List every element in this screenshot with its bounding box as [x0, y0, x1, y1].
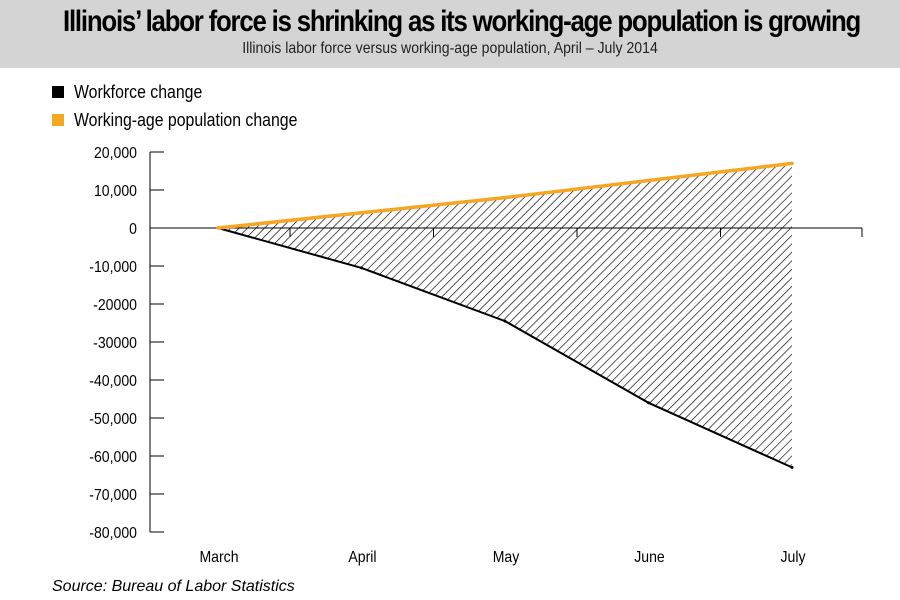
- x-tick-label-june: June: [634, 548, 665, 566]
- y-tick-label-3: -10,000: [89, 258, 137, 276]
- chart-plot-area: [216, 161, 794, 469]
- hatched-gap-area: [218, 163, 792, 468]
- y-tick-label-0: 20,000: [94, 144, 137, 162]
- chart-header: Illinois’ labor force is shrinking as it…: [0, 0, 900, 68]
- chart-tick-labels: 20,000 10,000 0 -10,000 -20000 -30000 -40,000 -…: [89, 144, 806, 566]
- point-workforce-3: [647, 401, 650, 405]
- chart-title: Illinois’ labor force is shrinking as it…: [63, 5, 861, 38]
- legend-label-workforce: Workforce change: [74, 81, 203, 102]
- chart-legend: Workforce change Working-age population …: [52, 78, 328, 134]
- legend-swatch-population: [52, 114, 64, 126]
- point-population-0: [216, 226, 220, 230]
- x-tick-label-may: May: [493, 548, 520, 566]
- source-note: Source: Bureau of Labor Statistics: [52, 578, 295, 595]
- y-tick-label-1: 10,000: [94, 182, 137, 200]
- legend-label-population: Working-age population change: [74, 109, 298, 130]
- y-tick-label-10: -80,000: [89, 524, 137, 542]
- point-population-2: [503, 195, 507, 200]
- y-tick-label-6: -40,000: [89, 372, 137, 390]
- point-population-1: [359, 211, 364, 215]
- y-tick-label-9: -70,000: [89, 486, 137, 504]
- x-tick-label-april: April: [348, 548, 376, 566]
- legend-swatch-workforce: [52, 86, 64, 98]
- y-tick-label-5: -30000: [93, 334, 137, 352]
- legend-item-workforce: Workforce change: [52, 78, 328, 106]
- x-tick-label-july: July: [780, 548, 805, 566]
- x-tick-label-march: March: [199, 548, 238, 566]
- chart-subtitle: Illinois labor force versus working-age …: [242, 40, 658, 57]
- legend-item-population: Working-age population change: [52, 106, 328, 134]
- point-workforce-4: [790, 465, 794, 469]
- point-population-3: [646, 178, 651, 183]
- y-tick-label-4: -20000: [93, 296, 137, 314]
- y-tick-label-2: 0: [129, 220, 137, 238]
- point-workforce-1: [360, 266, 363, 270]
- point-population-4: [790, 161, 794, 166]
- y-tick-label-7: -50,000: [89, 410, 137, 428]
- point-workforce-2: [503, 319, 507, 323]
- y-tick-label-8: -60,000: [89, 448, 137, 466]
